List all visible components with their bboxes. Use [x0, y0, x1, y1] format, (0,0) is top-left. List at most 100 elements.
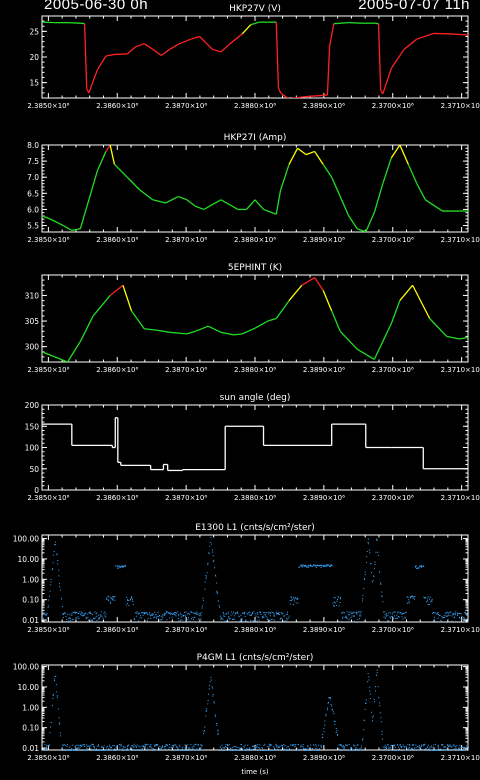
data-point	[467, 620, 469, 622]
data-point	[385, 746, 387, 748]
data-point	[111, 746, 113, 748]
data-point	[186, 750, 188, 751]
data-point	[418, 565, 420, 567]
data-point	[442, 744, 444, 746]
data-point	[64, 611, 66, 613]
data-point	[462, 746, 464, 748]
data-point	[281, 613, 283, 615]
data-point	[245, 620, 247, 622]
data-point	[195, 612, 197, 614]
data-point	[186, 613, 188, 615]
data-point	[307, 745, 309, 747]
data-point	[135, 750, 137, 751]
line-segment	[322, 290, 333, 312]
data-point	[363, 577, 365, 579]
data-point	[308, 564, 310, 566]
data-point	[63, 612, 65, 614]
line-segment	[373, 323, 392, 360]
data-point	[386, 613, 388, 615]
y-tick-label: 0.10	[22, 724, 39, 733]
data-point	[359, 615, 361, 617]
line-segment	[199, 36, 213, 50]
data-point	[184, 611, 186, 613]
data-point	[70, 750, 72, 751]
data-point	[261, 747, 263, 749]
data-point	[292, 744, 294, 746]
data-point	[133, 743, 135, 745]
data-point	[318, 565, 320, 567]
data-point	[57, 563, 59, 565]
data-point	[277, 613, 279, 615]
data-point	[355, 747, 357, 749]
line-segment	[92, 295, 111, 317]
data-point	[151, 613, 153, 615]
data-point	[157, 612, 159, 614]
data-point	[429, 747, 431, 749]
data-point	[189, 750, 191, 751]
data-point	[128, 605, 130, 607]
data-point	[99, 614, 101, 616]
data-point	[105, 616, 107, 618]
data-point	[440, 750, 442, 751]
line-segment	[54, 356, 68, 362]
data-point	[413, 596, 415, 598]
data-point	[254, 746, 256, 748]
data-point	[178, 744, 180, 746]
data-point	[214, 567, 216, 569]
data-point	[324, 565, 326, 567]
line-segment	[126, 46, 137, 55]
data-point	[446, 615, 448, 617]
data-point	[132, 746, 134, 748]
data-point	[357, 744, 359, 746]
data-point	[96, 619, 98, 621]
data-point	[151, 614, 153, 616]
data-point	[335, 604, 337, 606]
start-time-label: 2005-06-30 0h	[44, 0, 149, 13]
data-point	[43, 748, 45, 750]
data-point	[202, 597, 204, 599]
data-point	[114, 750, 116, 751]
data-point	[354, 750, 356, 751]
data-point	[272, 619, 274, 621]
data-point	[316, 564, 318, 566]
data-point	[325, 564, 327, 566]
data-point	[53, 551, 55, 553]
data-point	[320, 744, 322, 746]
data-point	[356, 612, 358, 614]
data-point	[384, 613, 386, 615]
data-point	[387, 620, 389, 622]
data-point	[210, 543, 212, 545]
line-segment	[42, 215, 51, 220]
data-point	[426, 598, 428, 600]
data-point	[384, 746, 386, 748]
line-segment	[254, 199, 265, 210]
data-point	[167, 612, 169, 614]
line-segment	[126, 176, 141, 191]
data-point	[338, 748, 340, 750]
data-point	[110, 597, 112, 599]
data-point	[113, 596, 115, 598]
data-point	[340, 744, 342, 746]
data-point	[437, 745, 439, 747]
data-point	[254, 748, 256, 750]
data-point	[93, 618, 95, 620]
data-point	[422, 749, 424, 751]
data-point	[463, 616, 465, 618]
y-tick-label: 7.5	[27, 157, 39, 166]
data-point	[276, 612, 278, 614]
data-point	[242, 612, 244, 614]
data-point	[300, 746, 302, 748]
data-point	[433, 612, 435, 614]
data-point	[285, 750, 287, 751]
data-point	[212, 560, 214, 562]
data-point	[132, 603, 134, 605]
data-point	[232, 618, 234, 620]
data-point	[307, 566, 309, 568]
data-point	[390, 617, 392, 619]
data-point	[279, 746, 281, 748]
data-point	[448, 612, 450, 614]
data-point	[247, 744, 249, 746]
data-point	[151, 750, 153, 751]
data-point	[223, 613, 225, 615]
data-point	[396, 618, 398, 620]
